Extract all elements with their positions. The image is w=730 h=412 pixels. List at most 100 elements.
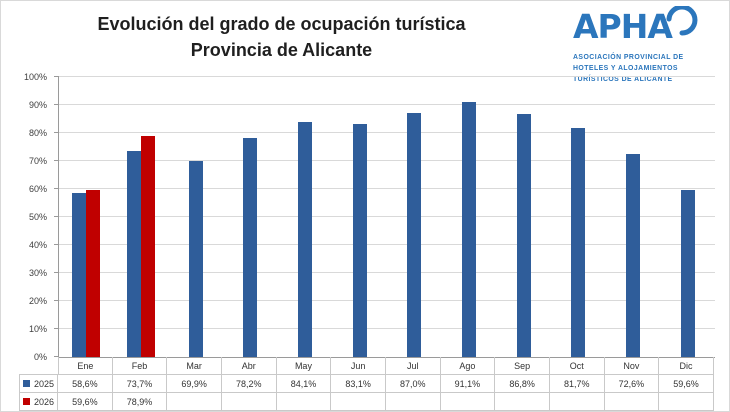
y-axis-label: 50% (28, 212, 47, 222)
value-cell-2026-May (276, 393, 332, 411)
series-row-2025: 2025 58,6% 73,7% 69,9% 78,2% 84,1% 83,1% 87,0% 9… (19, 375, 714, 393)
data-table: Ene Feb Mar Abr May Jun Jul Ago Sep Oct Nov Dic 2025… (19, 357, 714, 411)
value-cell-2025-Mar: 69,9% (167, 375, 222, 393)
table-corner-spacer (19, 357, 58, 375)
value-cell-2026-Ene: 59,6% (58, 393, 113, 411)
y-tick (54, 328, 59, 329)
y-axis-label: 80% (28, 128, 47, 138)
value-cell-2025-Abr: 78,2% (221, 375, 277, 393)
svg-text:APHA: APHA (573, 7, 673, 46)
value-cell-2026-Nov (604, 393, 660, 411)
y-axis-label: 40% (28, 240, 47, 250)
value-cell-2025-Dic: 59,6% (659, 375, 714, 393)
bar-2025-Abr (243, 138, 258, 357)
y-tick (54, 160, 59, 161)
value-cell-2025-Sep: 86,8% (495, 375, 550, 393)
bar-2025-Jun (352, 124, 367, 357)
month-cell-Jun: Jun (331, 357, 386, 375)
bar-2025-May (298, 121, 312, 357)
value-cell-2025-Ene: 58,6% (58, 375, 113, 393)
bar-2025-Mar (188, 161, 203, 357)
y-tick (54, 244, 59, 245)
gridline-70% (59, 160, 715, 161)
month-cell-Abr: Abr (221, 357, 277, 375)
y-tick (54, 300, 59, 301)
bar-2025-Ago (462, 101, 476, 357)
y-axis-label: 90% (28, 100, 47, 110)
value-cell-2026-Abr (221, 393, 277, 411)
value-cell-2026-Sep (495, 393, 550, 411)
month-cell-Sep: Sep (495, 357, 550, 375)
value-cell-2025-May: 84,1% (276, 375, 332, 393)
gridline-10% (59, 328, 715, 329)
bar-2025-Sep (516, 113, 531, 357)
gridline-20% (59, 300, 715, 301)
month-cell-Feb: Feb (112, 357, 168, 375)
y-axis-label: 60% (28, 184, 47, 194)
plot-area (54, 76, 715, 358)
y-axis-label: 0% (33, 352, 47, 362)
chart-title-line1: Evolución del grado de ocupación turísti… (97, 14, 466, 34)
bar-2025-Nov (626, 153, 640, 357)
gridline-60% (59, 188, 715, 189)
month-cell-Nov: Nov (604, 357, 660, 375)
bar-2026-Ene (86, 190, 101, 357)
legend-label-2025: 2025 (34, 378, 55, 389)
y-tick (54, 356, 59, 357)
month-cell-Dic: Dic (659, 357, 714, 375)
gridline-100% (59, 76, 715, 77)
bar-2025-Jul (407, 113, 422, 357)
value-cell-2026-Dic (659, 393, 714, 411)
legend-2025: 2025 (19, 375, 58, 393)
y-axis-label: 30% (28, 268, 47, 278)
apha-swoosh-icon (666, 4, 698, 36)
y-tick (54, 188, 59, 189)
month-cell-Ago: Ago (440, 357, 496, 375)
value-cell-2026-Jul (385, 393, 441, 411)
bar-2025-Feb (127, 150, 141, 357)
y-axis-label: 100% (23, 72, 47, 82)
value-cell-2026-Mar (167, 393, 222, 411)
apha-sub-line2: HOTELES Y ALOJAMIENTOS (573, 65, 678, 73)
y-tick (54, 76, 59, 77)
month-cell-Jul: Jul (385, 357, 441, 375)
gridline-90% (59, 104, 715, 105)
chart-title-line2: Provincia de Alicante (190, 40, 373, 61)
legend-swatch-2025 (23, 380, 30, 387)
apha-sub-line3: TURÍSTICOS DE ALICANTE (573, 76, 673, 84)
value-cell-2025-Ago: 91,1% (440, 375, 496, 393)
legend-swatch-2026 (23, 398, 30, 405)
value-cell-2026-Feb: 78,9% (112, 393, 168, 411)
apha-logo: APHA ASOCIACIÓN PROVINCIAL DE HOTELES Y … (573, 4, 725, 85)
bar-2025-Dic (680, 190, 695, 357)
month-cell-Mar: Mar (167, 357, 222, 375)
value-cell-2026-Jun (331, 393, 386, 411)
month-cell-Ene: Ene (58, 357, 113, 375)
apha-sub-line1: ASOCIACIÓN PROVINCIAL DE (573, 54, 684, 61)
chart-title: Evolución del grado de ocupación turísti… (29, 11, 534, 63)
y-tick (54, 216, 59, 217)
apha-logo-mark: APHA (573, 4, 698, 46)
y-axis-labels: 0% 10% 20% 30% 40% 50% 60% 70% 80% 90% 100% (15, 72, 53, 362)
value-cell-2026-Ago (440, 393, 496, 411)
legend-label-2026: 2026 (34, 396, 55, 407)
value-cell-2026-Oct (549, 393, 605, 411)
value-cell-2025-Jun: 83,1% (331, 375, 386, 393)
gridline-80% (59, 132, 715, 133)
y-tick (54, 132, 59, 133)
y-axis-label: 20% (28, 296, 47, 306)
legend-2026: 2026 (19, 393, 58, 411)
bar-2025-Ene (72, 192, 87, 357)
gridline-50% (59, 216, 715, 217)
value-cell-2025-Jul: 87,0% (385, 375, 441, 393)
month-cell-May: May (276, 357, 332, 375)
bar-2026-Feb (141, 136, 155, 357)
month-row: Ene Feb Mar Abr May Jun Jul Ago Sep Oct Nov Dic (19, 357, 714, 375)
gridline-40% (59, 244, 715, 245)
y-axis-label: 70% (28, 156, 47, 166)
value-cell-2025-Feb: 73,7% (112, 375, 168, 393)
value-cell-2025-Nov: 72,6% (604, 375, 660, 393)
y-axis-label: 10% (28, 324, 47, 334)
y-tick (54, 104, 59, 105)
